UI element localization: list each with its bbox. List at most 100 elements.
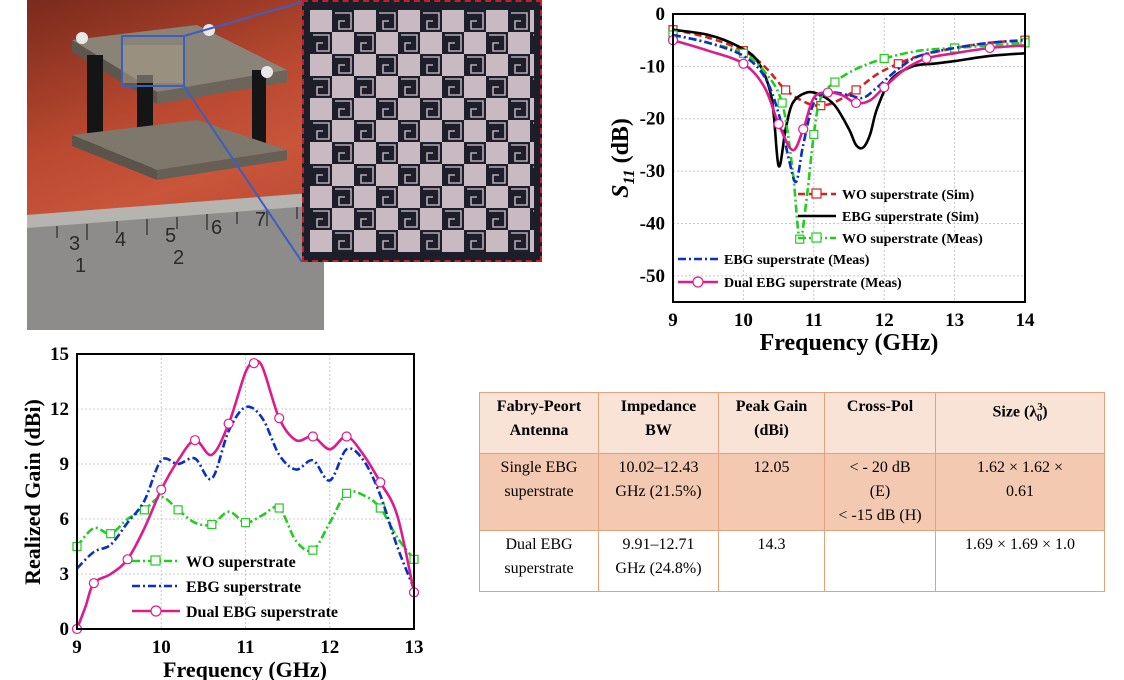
- s11-ytick-label: -10: [640, 56, 665, 77]
- antenna-prototype-photo: 3 4 5 6 7 1 2: [27, 0, 324, 330]
- gain-ytick-label: 6: [60, 509, 70, 530]
- ruler-number: 1: [75, 255, 86, 277]
- ruler-number: 4: [115, 229, 126, 251]
- s11-plot-lines: [667, 25, 1030, 244]
- s11-ytick-label: -30: [640, 161, 665, 182]
- gain-legend-wo: WO superstrate: [186, 554, 296, 571]
- s11-data-point: [773, 118, 784, 130]
- s11-data-point: [809, 129, 819, 140]
- s11-data-point: [893, 59, 903, 69]
- cell-crosspol: < - 20 dB (E) < -15 dB (H): [824, 453, 936, 531]
- s11-xtick-label: 13: [945, 310, 964, 331]
- header-size: Size (λ30): [935, 392, 1105, 454]
- s11-data-point: [777, 98, 787, 108]
- gain-series-line: [76, 405, 416, 590]
- s11-data-point: [798, 124, 809, 135]
- s11-data-point: [816, 101, 826, 111]
- cell-antenna: Single EBG superstrate: [479, 453, 599, 531]
- gain-data-point: [248, 358, 260, 369]
- gain-data-point: [189, 435, 201, 446]
- gain-data-point: [156, 484, 167, 495]
- ruler-number: 3: [69, 233, 80, 255]
- header-antenna: Fabry-Peort Antenna: [479, 392, 599, 454]
- ebg-pattern: [304, 2, 540, 260]
- s11-xtick-label: 12: [875, 310, 894, 331]
- gain-ytick-label: 9: [60, 454, 70, 475]
- s11-xtick-label: 11: [805, 310, 823, 331]
- gain-data-point: [375, 477, 386, 488]
- gain-xtick-label: 10: [152, 637, 171, 658]
- s11-data-point: [738, 58, 749, 69]
- gain-ytick-label: 0: [60, 619, 70, 640]
- s11-series-line: [672, 28, 1026, 168]
- s11-legend: WO superstrate (Sim) EBG superstrate (Si…: [678, 188, 983, 291]
- gain-data-point: [106, 529, 116, 539]
- antenna-prototype-illustration: 3 4 5 6 7 1 2: [27, 24, 324, 330]
- gain-xtick-label: 9: [72, 637, 82, 658]
- gain-data-point: [307, 431, 318, 442]
- s11-xlabel: Frequency (GHz): [760, 330, 939, 356]
- gain-data-point: [122, 554, 133, 565]
- s11-ytick-label: 0: [656, 4, 666, 25]
- gain-data-point: [173, 505, 183, 515]
- s11-chart: 9 10 11 12 13 14 0 -10 -20 -30 -40 -50 S11 (dB) Fre…: [608, 4, 1036, 356]
- gain-xtick-label: 13: [405, 637, 424, 658]
- s11-xtick-label: 14: [1016, 310, 1036, 331]
- s11-legend-wo-sim: WO superstrate (Sim): [842, 188, 975, 203]
- gain-legend-ebg: EBG superstrate: [186, 579, 301, 596]
- gain-data-point: [375, 503, 385, 513]
- s11-data-point: [851, 85, 861, 95]
- s11-data-point: [921, 53, 932, 64]
- comparison-table: Fabry-Peort Antenna Impedance BW Peak Gain…: [479, 392, 1105, 592]
- gain-ytick-label: 12: [50, 399, 69, 420]
- s11-legend-ebg-sim: EBG superstrate (Sim): [842, 210, 979, 225]
- header-bw: Impedance BW: [598, 392, 719, 454]
- gain-data-point: [207, 519, 217, 530]
- s11-ytick-label: -20: [640, 109, 665, 130]
- gain-xtick-label: 11: [237, 637, 255, 658]
- cell-size: 1.69 × 1.69 × 1.0: [935, 530, 1105, 592]
- gain-plot-lines: [71, 358, 420, 635]
- s11-xtick-label: 10: [734, 310, 753, 331]
- s11-data-point: [879, 82, 890, 93]
- s11-legend-ebg-meas: EBG superstrate (Meas): [724, 253, 870, 268]
- header-crosspol: Cross-Pol: [824, 392, 936, 454]
- s11-legend-wo-meas: WO superstrate (Meas): [842, 232, 983, 247]
- s11-ylabel: S11 (dB): [608, 118, 638, 198]
- gain-data-point: [223, 418, 234, 429]
- s11-data-point: [984, 42, 995, 54]
- gain-legend: WO superstrate EBG superstrate Dual EBG …: [132, 554, 338, 621]
- gain-series-line: [75, 359, 416, 630]
- gain-data-point: [139, 505, 150, 515]
- ebg-superstrate-closeup: [302, 0, 542, 262]
- s11-data-point: [850, 97, 862, 109]
- s11-plot-frame: [672, 13, 1026, 303]
- s11-legend-dual-meas: Dual EBG superstrate (Meas): [724, 276, 902, 291]
- table-row: Dual EBG superstrate 9.91–12.71 GHz (24.8%…: [479, 530, 1105, 592]
- cell-size: 1.62 × 1.62 × 0.61: [935, 453, 1105, 531]
- gain-data-point: [274, 413, 285, 424]
- gain-data-point: [308, 545, 318, 555]
- ruler-number: 2: [173, 247, 184, 269]
- header-gain: Peak Gain (dBi): [718, 392, 825, 454]
- cell-crosspol: [824, 530, 936, 592]
- s11-data-point: [830, 77, 840, 87]
- gain-ylabel: Realized Gain (dBi): [20, 399, 45, 585]
- gain-ytick-label: 15: [50, 344, 69, 365]
- s11-series-line: [672, 33, 1026, 241]
- s11-ytick-label: -40: [640, 213, 665, 234]
- gain-data-point: [88, 578, 99, 589]
- gain-xlabel: Frequency (GHz): [163, 657, 327, 680]
- gain-data-point: [274, 503, 284, 513]
- gain-data-point: [341, 431, 352, 442]
- cell-gain: 12.05: [718, 453, 825, 531]
- table-row: Single EBG superstrate 10.02–12.43 GHz (21…: [479, 453, 1105, 531]
- cell-gain: 14.3: [718, 530, 825, 592]
- s11-data-point: [822, 87, 833, 98]
- cell-antenna: Dual EBG superstrate: [479, 530, 599, 592]
- gain-data-point: [342, 488, 352, 498]
- ruler-number: 7: [255, 209, 266, 231]
- gain-data-point: [240, 518, 251, 528]
- gain-legend-dual: Dual EBG superstrate: [186, 604, 338, 621]
- table-header-row: Fabry-Peort Antenna Impedance BW Peak Gain…: [479, 392, 1105, 454]
